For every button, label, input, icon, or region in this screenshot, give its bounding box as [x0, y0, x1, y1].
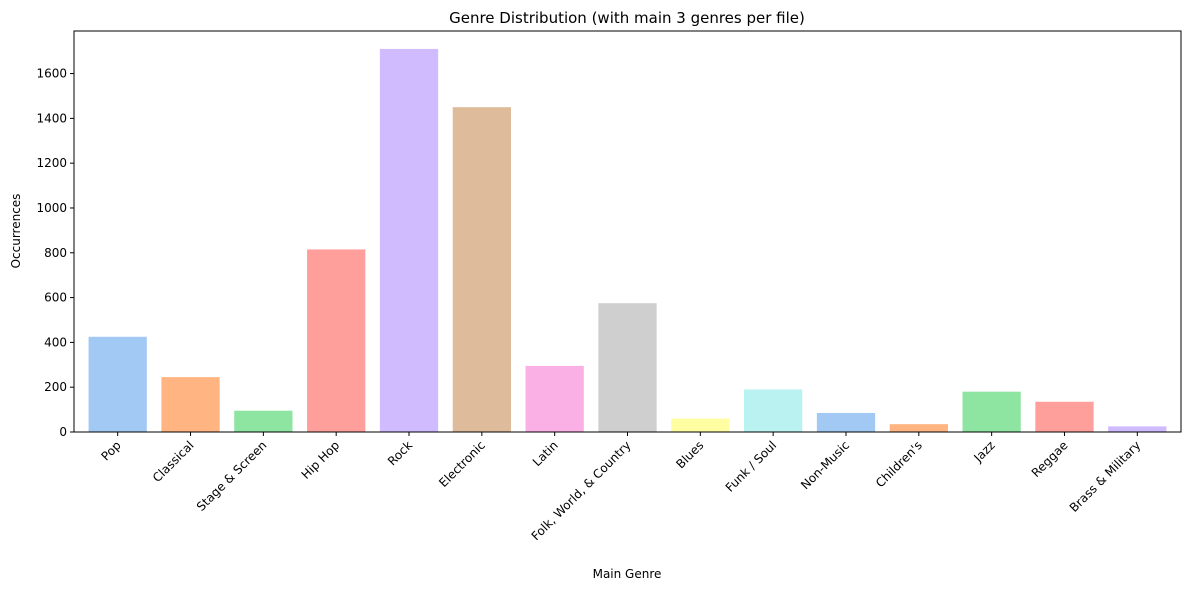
- x-tick-label: Latin: [530, 438, 561, 469]
- plot-frame: [73, 30, 1182, 433]
- y-tick-label: 1400: [36, 111, 67, 125]
- x-tick-label: Jazz: [971, 438, 998, 465]
- x-tick-label: Non-Music: [798, 438, 852, 492]
- y-tick-label: 0: [59, 425, 67, 439]
- bar-funk-soul: [744, 389, 803, 432]
- bar-latin: [525, 365, 584, 432]
- bar-rock: [379, 48, 439, 433]
- bar-folk-world-country: [598, 303, 657, 432]
- y-tick-label: 1600: [36, 67, 67, 81]
- y-tick-label: 1200: [36, 156, 67, 170]
- y-tick-label: 200: [44, 380, 67, 394]
- bar-stage-screen: [234, 410, 293, 432]
- bar-jazz: [962, 391, 1021, 432]
- bar-pop: [88, 336, 147, 432]
- bar-brass-military: [1108, 426, 1167, 432]
- x-tick-label: Funk / Soul: [723, 438, 780, 495]
- x-tick-label: Pop: [99, 438, 124, 463]
- x-tick-label: Classical: [150, 438, 197, 485]
- x-tick-label: Rock: [385, 438, 415, 468]
- x-tick-label: Blues: [673, 438, 706, 471]
- x-tick-label: Reggae: [1029, 438, 1071, 480]
- x-tick-label: Children's: [873, 438, 925, 490]
- x-tick-label: Stage & Screen: [194, 438, 270, 514]
- bars-group: [88, 48, 1167, 433]
- chart-title: Genre Distribution (with main 3 genres p…: [449, 9, 805, 27]
- x-tick-label: Electronic: [436, 438, 488, 490]
- y-tick-label: 600: [44, 291, 67, 305]
- y-tick-label: 400: [44, 335, 67, 349]
- y-axis-label: Occurrences: [9, 194, 23, 269]
- bar-children-s: [889, 424, 948, 432]
- x-axis-label: Main Genre: [593, 567, 662, 581]
- bar-non-music: [816, 412, 876, 432]
- x-tick-label: Brass & Military: [1067, 438, 1144, 515]
- x-tick-label: Hip Hop: [299, 438, 343, 482]
- bar-hip-hop: [307, 249, 366, 432]
- bar-electronic: [452, 107, 511, 432]
- y-axis-ticks: 0 200 400 600 800 1000 1200 1400 1600: [36, 67, 74, 439]
- bar-reggae: [1035, 401, 1094, 432]
- bar-classical: [161, 377, 220, 432]
- bar-blues: [671, 418, 730, 432]
- y-tick-label: 1000: [36, 201, 67, 215]
- y-tick-label: 800: [44, 246, 67, 260]
